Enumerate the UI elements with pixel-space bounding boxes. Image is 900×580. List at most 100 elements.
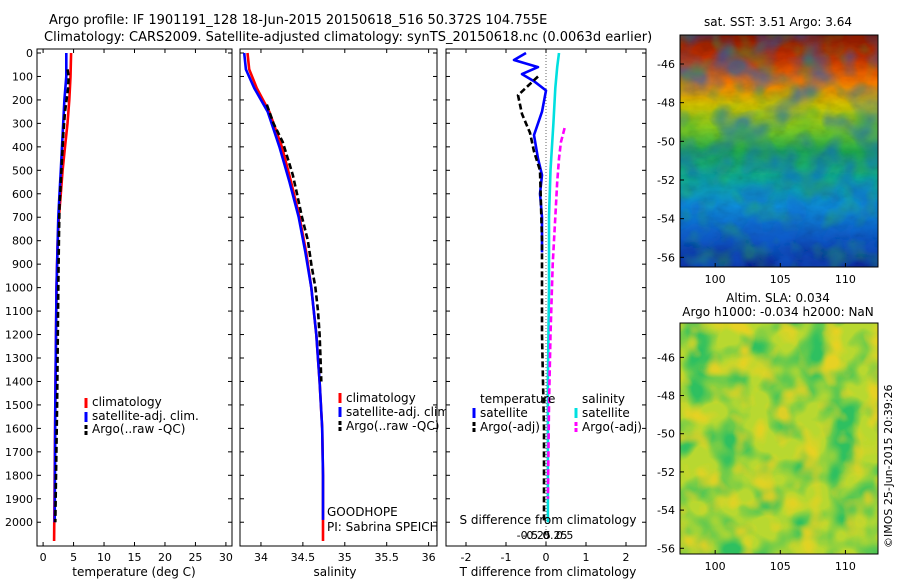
sla-map-subtitle: Argo h1000: -0.034 h2000: NaN: [682, 305, 874, 319]
x-tick-label: -1: [501, 551, 512, 564]
imos-timestamp: ©IMOS 25-Jun-2015 20:39:26: [882, 384, 895, 548]
map-x-tick-label: 110: [835, 273, 856, 286]
map-y-tick-label: -54: [657, 504, 675, 517]
map-y-tick-label: -56: [657, 542, 675, 555]
series-line-argo-adj-: [516, 75, 546, 523]
difference-axes-box: [445, 48, 647, 547]
temperature-x-axis: 0 5 10 15 20 25 30: [40, 49, 233, 564]
salinity-legend: climatology satellite-adj. clim. Argo(..…: [338, 391, 453, 433]
sla-yellow-patches: [680, 323, 878, 554]
depth-tick-label: 0: [26, 47, 33, 60]
x-tick-label: -2: [461, 551, 472, 564]
s-tick-label: -0.5: [517, 529, 538, 542]
s-tick-label: 0.5: [556, 529, 574, 542]
depth-tick-label: 1500: [5, 399, 33, 412]
salinity-panel: 34 34.5 35 35.5 36 salinity climatology sate…: [239, 48, 453, 579]
project-annotation: GOODHOPE: [327, 505, 398, 519]
depth-tick-label: 1800: [5, 469, 33, 482]
depth-tick-label: 1200: [5, 329, 33, 342]
legend-label-temp-satellite: satellite: [480, 406, 528, 420]
x-tick-label: 2: [623, 551, 630, 564]
difference-series: [512, 49, 566, 546]
legend-label-climatology: climatology: [92, 395, 162, 409]
map-y-tick-label: -46: [657, 58, 675, 71]
temperature-panel: 0100200300400500600700800900100011001200…: [5, 47, 233, 579]
legend-label-sal-satellite: satellite: [582, 406, 630, 420]
t-difference-xlabel: T difference from climatology: [459, 565, 637, 579]
map-x-tick-label: 100: [705, 560, 726, 573]
salinity-axes-box: [239, 48, 438, 547]
depth-tick-label: 1100: [5, 305, 33, 318]
sst-map-axes: 100 105 110 -46 -48 -50 -52 -54 -56: [657, 58, 856, 286]
x-tick-label: 15: [128, 551, 142, 564]
depth-tick-label: 300: [12, 117, 33, 130]
depth-axis: 0 100 200 300 400 500 600 700 800 900 1000 1100 1200…: [5, 47, 232, 529]
sla-map-title: Altim. SLA: 0.034: [726, 291, 830, 305]
x-tick-label: 20: [158, 551, 172, 564]
map-y-tick-label: -52: [657, 174, 675, 187]
sst-map: sat. SST: 3.51 Argo: 3.64 100 105 110 -46 -4…: [657, 15, 879, 286]
map-y-tick-label: -48: [657, 390, 675, 403]
depth-tick-label: 100: [12, 70, 33, 83]
map-x-tick-label: 105: [770, 560, 791, 573]
depth-tick-label: 700: [12, 211, 33, 224]
map-x-tick-label: 105: [770, 273, 791, 286]
x-tick-label: 34.5: [291, 551, 316, 564]
sst-heatmap: [680, 35, 878, 267]
temperature-series: [52, 52, 73, 542]
salinity-xlabel: salinity: [313, 565, 356, 579]
map-y-tick-label: -56: [657, 251, 675, 264]
sst-map-title: sat. SST: 3.51 Argo: 3.64: [704, 15, 852, 29]
x-tick-label: 30: [219, 551, 233, 564]
temperature-xlabel: temperature (deg C): [72, 565, 195, 579]
salinity-y-ticks: [240, 52, 437, 523]
x-tick-label: 5: [70, 551, 77, 564]
series-line-satellite-adj-clim-: [242, 52, 325, 520]
map-x-tick-label: 110: [835, 560, 856, 573]
legend-label-temp-argo: Argo(-adj): [480, 420, 540, 434]
pi-annotation: PI: Sabrina SPEICH: [327, 520, 439, 534]
series-line-argo-raw-qc-: [54, 69, 70, 523]
depth-tick-label: 600: [12, 188, 33, 201]
depth-tick-label: 1400: [5, 375, 33, 388]
sst-green-patches: [680, 35, 878, 267]
x-tick-label: 25: [188, 551, 202, 564]
temperature-legend: climatology satellite-adj. clim. Argo(..…: [84, 395, 199, 436]
sla-map-frame: [679, 322, 879, 555]
map-y-tick-label: -52: [657, 466, 675, 479]
sla-map: Altim. SLA: 0.034 Argo h1000: -0.034 h20…: [657, 291, 879, 573]
x-tick-label: 0: [40, 551, 47, 564]
x-tick-label: 36: [422, 551, 436, 564]
temperature-axes-box: [36, 48, 233, 547]
map-y-tick-label: -46: [657, 351, 675, 364]
legend-group-salinity: salinity: [582, 392, 625, 406]
figure-title-line-2: Climatology: CARS2009. Satellite-adjuste…: [44, 30, 653, 45]
sst-map-frame: [679, 34, 879, 268]
sla-map-axes: 100 105 110 -46 -48 -50 -52 -54 -56: [657, 351, 856, 573]
map-y-tick-label: -54: [657, 213, 675, 226]
legend-label-sal-argo: Argo(-adj): [582, 420, 642, 434]
series-line-argo-raw-qc-: [265, 104, 323, 382]
legend-group-temperature: temperature: [480, 392, 555, 406]
legend-label-argo: Argo(..raw -QC): [346, 419, 439, 433]
x-tick-label: 0: [543, 551, 550, 564]
map-y-tick-label: -48: [657, 97, 675, 110]
legend-label-climatology: climatology: [346, 391, 416, 405]
depth-tick-label: 2000: [5, 516, 33, 529]
legend-label-satellite-adj: satellite-adj. clim.: [346, 405, 453, 419]
depth-tick-label: 500: [12, 164, 33, 177]
x-tick-label: 10: [97, 551, 111, 564]
salinity-series: [242, 52, 325, 541]
x-tick-label: 35: [338, 551, 352, 564]
difference-legend: temperature salinity satellite Argo(-adj…: [472, 392, 642, 434]
depth-tick-label: 1700: [5, 446, 33, 459]
figure-title-line-1: Argo profile: IF 1901191_128 18-Jun-2015…: [49, 13, 548, 28]
depth-tick-label: 200: [12, 94, 33, 107]
x-tick-label: 35.5: [374, 551, 399, 564]
s-difference-label: S difference from climatology: [460, 513, 637, 527]
depth-tick-label: 800: [12, 235, 33, 248]
map-y-tick-label: -50: [657, 428, 675, 441]
